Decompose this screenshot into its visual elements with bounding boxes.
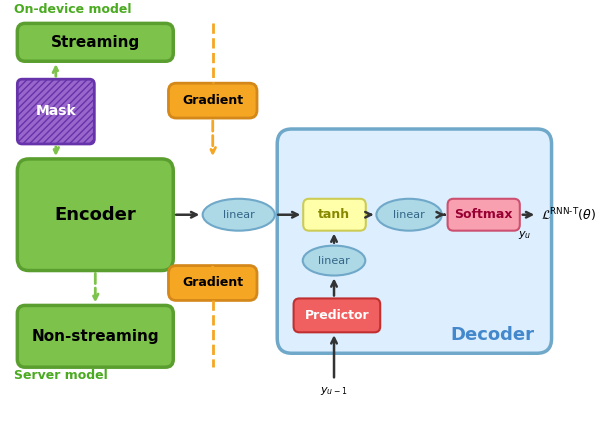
- Text: On-device model: On-device model: [14, 3, 132, 16]
- Text: $y_u$: $y_u$: [518, 229, 532, 241]
- Text: Encoder: Encoder: [54, 206, 136, 224]
- Ellipse shape: [202, 199, 275, 231]
- FancyBboxPatch shape: [294, 298, 381, 332]
- Text: Server model: Server model: [14, 369, 108, 382]
- FancyBboxPatch shape: [169, 83, 257, 118]
- Text: $y_{u-1}$: $y_{u-1}$: [320, 385, 348, 397]
- FancyBboxPatch shape: [18, 159, 173, 270]
- FancyBboxPatch shape: [277, 129, 551, 353]
- Ellipse shape: [303, 246, 365, 276]
- Text: tanh: tanh: [318, 208, 350, 221]
- Text: linear: linear: [223, 210, 255, 220]
- Ellipse shape: [376, 199, 442, 231]
- Text: Gradient: Gradient: [182, 94, 243, 107]
- Text: Decoder: Decoder: [450, 326, 535, 344]
- Text: Predictor: Predictor: [304, 309, 369, 322]
- FancyBboxPatch shape: [303, 199, 366, 231]
- Text: $\mathcal{L}^{\rm RNN\text{-}T}(\theta)$: $\mathcal{L}^{\rm RNN\text{-}T}(\theta)$: [541, 206, 596, 223]
- FancyBboxPatch shape: [18, 24, 173, 61]
- Text: Non-streaming: Non-streaming: [31, 329, 159, 344]
- Text: Streaming: Streaming: [51, 35, 140, 50]
- Text: linear: linear: [318, 256, 350, 265]
- Text: linear: linear: [393, 210, 425, 220]
- FancyBboxPatch shape: [18, 79, 94, 144]
- FancyBboxPatch shape: [448, 199, 520, 231]
- Text: Softmax: Softmax: [454, 208, 512, 221]
- Text: Gradient: Gradient: [182, 276, 243, 289]
- Text: Mask: Mask: [36, 104, 76, 118]
- FancyBboxPatch shape: [169, 265, 257, 300]
- FancyBboxPatch shape: [18, 306, 173, 367]
